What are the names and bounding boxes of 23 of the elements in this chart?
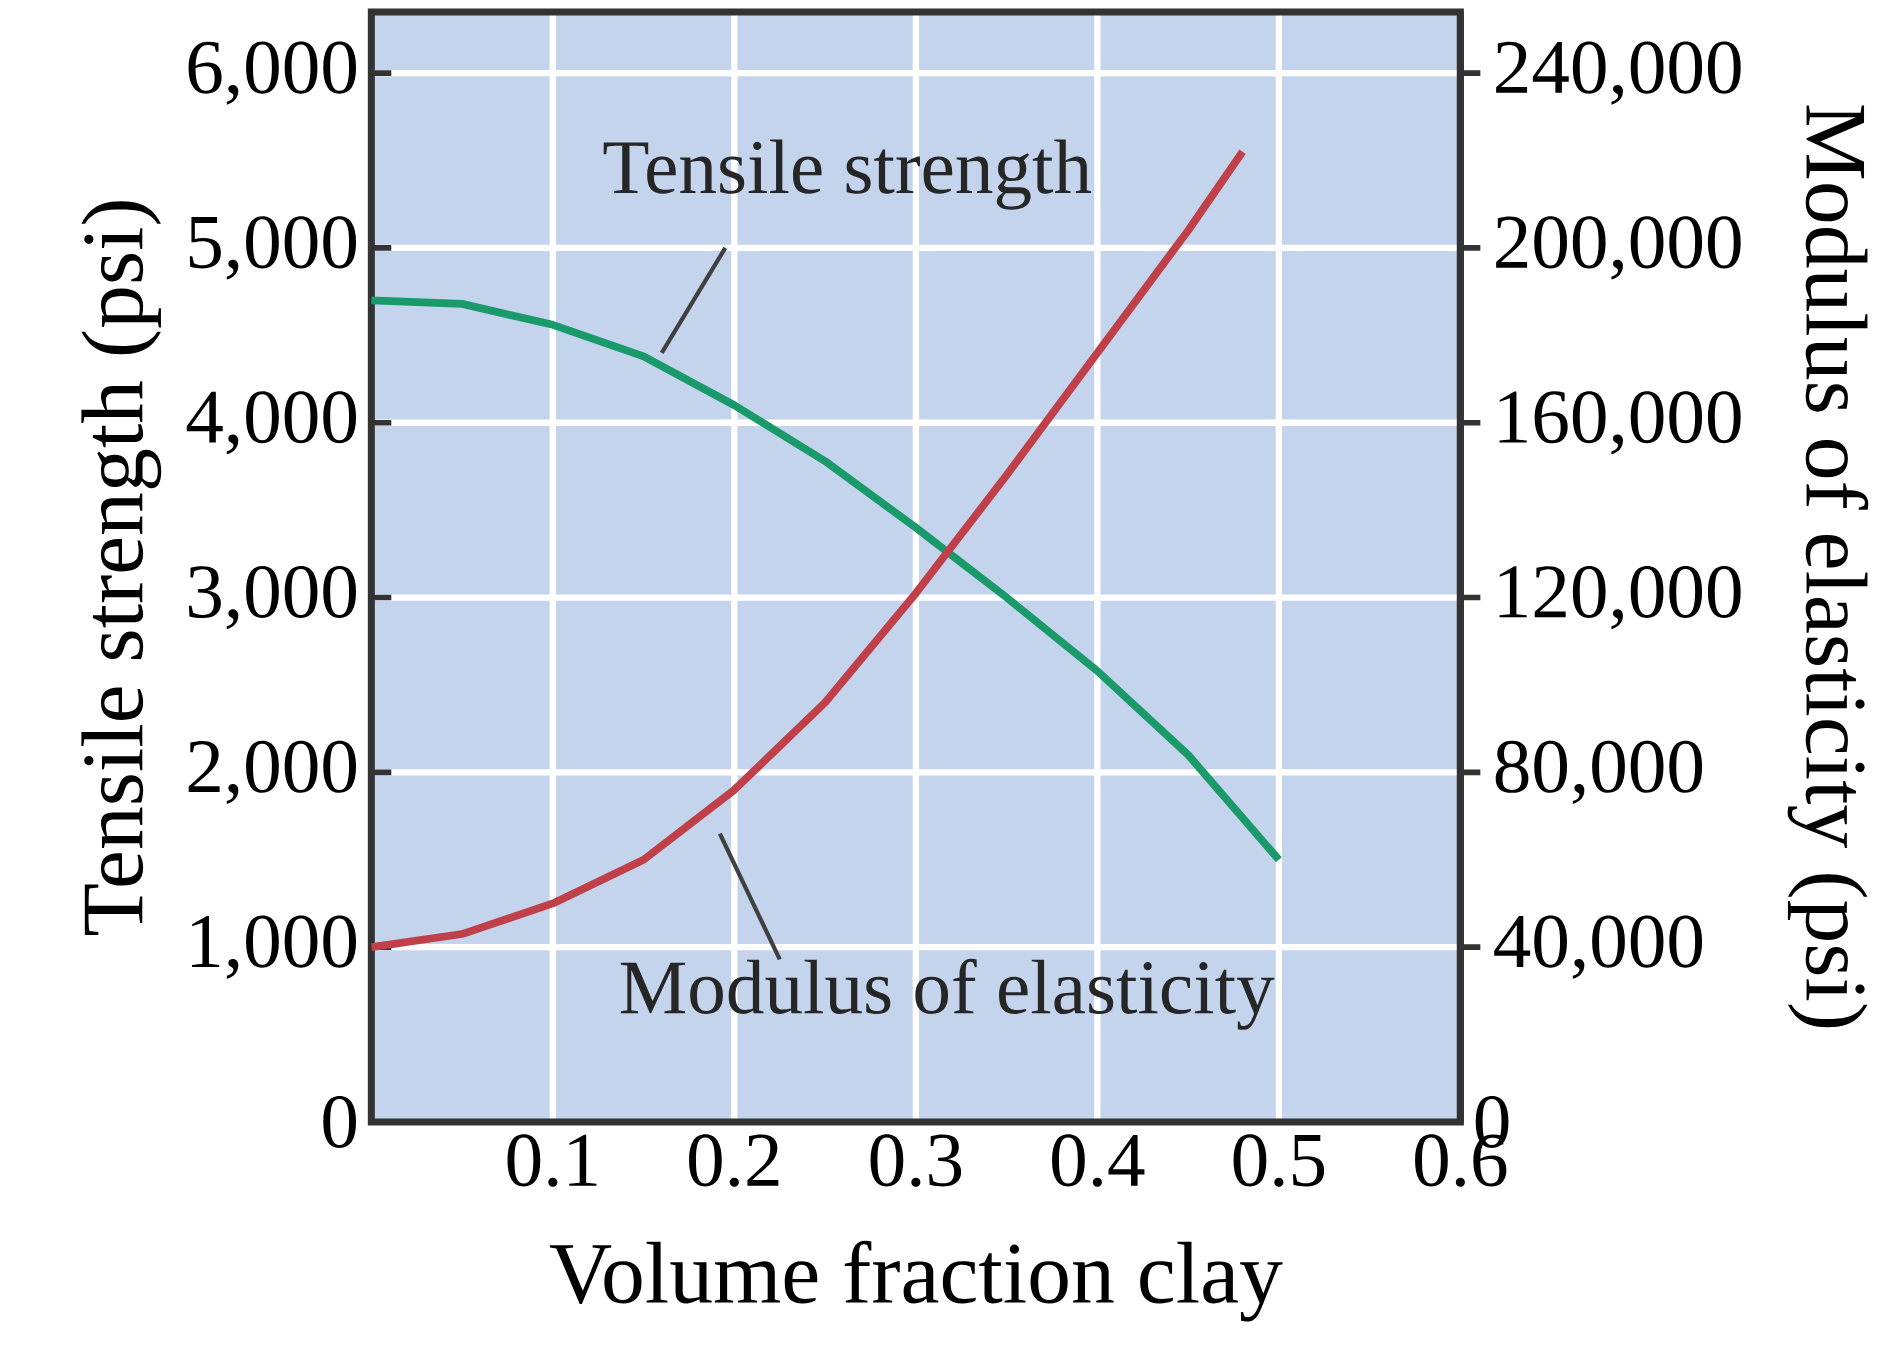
y2-axis-title: Modulus of elasticity (psi) xyxy=(1787,105,1869,1028)
x-axis-title: Volume fraction clay xyxy=(549,1241,1283,1322)
y-tick-label: 3,000 xyxy=(188,566,356,630)
y-tick-label: 5,000 xyxy=(189,216,356,280)
y2-tick-label: 40,000 xyxy=(1494,915,1703,979)
y2-tick-label: 240,000 xyxy=(1496,41,1741,105)
x-tick-label: 0.2 xyxy=(689,1134,779,1188)
x-tick-label: 0.3 xyxy=(870,1134,962,1188)
x-tick-label: 0.1 xyxy=(507,1134,597,1188)
y-tick-label: 6,000 xyxy=(188,41,356,105)
y-tick-label: 4,000 xyxy=(186,391,356,455)
x-tick-label: 0.4 xyxy=(1052,1134,1145,1188)
y-tick-label: 0 xyxy=(323,1096,357,1149)
y-axis-title: Tensile strength (psi) xyxy=(81,201,162,936)
y-tick-label: 2,000 xyxy=(188,740,356,805)
annotation: Modulus of elasticity xyxy=(620,959,1275,1031)
y2-tick-label: 160,000 xyxy=(1499,391,1741,455)
x-tick-label: 0.5 xyxy=(1233,1134,1325,1188)
y2-tick-label: 120,000 xyxy=(1499,566,1741,630)
y-tick-label: 1,000 xyxy=(192,915,356,979)
annotation: Tensile strength xyxy=(603,139,1092,210)
y2-tick-label: 200,000 xyxy=(1496,216,1741,280)
y2-tick-label: 80,000 xyxy=(1495,740,1703,805)
